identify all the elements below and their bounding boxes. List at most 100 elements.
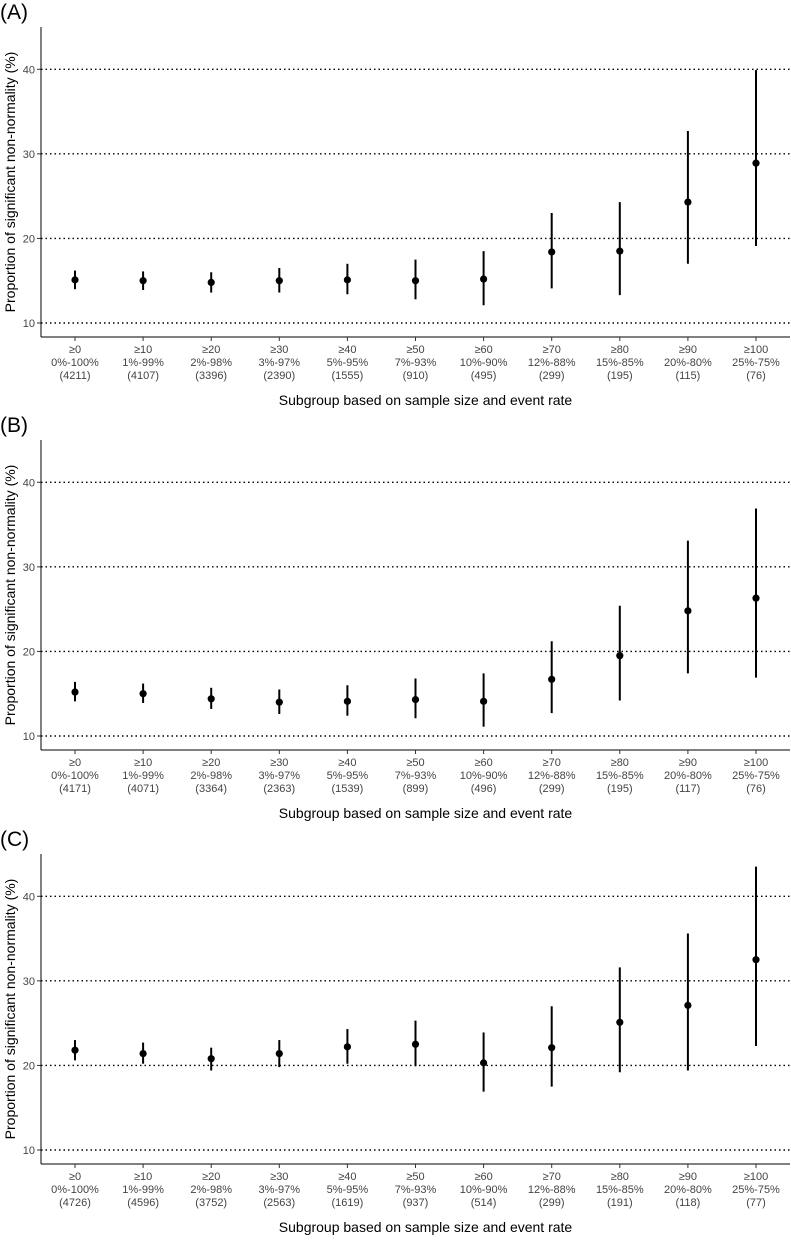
panel-3: (C) 10 20 30 40 Proportion of significant non… [0,828,790,1235]
y-tick-label: 10 [23,318,35,330]
x-tick-label-size: ≥100 [744,757,768,769]
x-tick-label-rate: 15%-85% [596,770,644,782]
x-tick-label-size: ≥80 [611,1171,629,1183]
data-point [71,1046,79,1054]
x-tick-label-count: (2363) [263,783,295,795]
x-tick-label-count: (4596) [127,1197,159,1209]
x-tick-label-rate: 3%-97% [259,357,301,369]
x-tick-label-rate: 10%-90% [460,770,508,782]
y-tick-label: 10 [23,731,35,743]
x-tick-label-size: ≥30 [270,1171,288,1183]
x-tick-label-count: (4107) [127,370,159,382]
data-point [343,1043,351,1051]
data-point [548,1044,556,1052]
x-tick-label-count: (3396) [195,370,227,382]
y-tick-label: 10 [23,1145,35,1157]
x-tick-label-count: (2390) [263,370,295,382]
data-point [616,652,624,660]
x-tick-label-count: (299) [539,1197,565,1209]
x-tick-label-count: (1619) [332,1197,364,1209]
y-tick-label: 20 [23,233,35,245]
data-point [343,276,351,284]
data-point [411,696,420,704]
data-point [752,594,760,602]
x-tick-label-count: (2563) [263,1197,295,1209]
x-tick-label-size: ≥80 [611,757,629,769]
data-point [480,697,488,705]
x-tick-label-rate: 12%-88% [528,357,576,369]
x-tick-label-size: ≥10 [134,757,152,769]
x-tick-label-count: (514) [471,1197,497,1209]
x-tick-label-rate: 0%-100% [51,357,99,369]
data-point [752,159,760,167]
x-tick-label-rate: 10%-90% [460,357,508,369]
data-point [411,1040,420,1048]
x-tick-label-count: (4726) [59,1197,91,1209]
data-point [71,276,79,284]
x-tick-label-count: (4171) [59,783,91,795]
data-point [343,697,351,705]
x-tick-label-size: ≥40 [338,757,356,769]
x-tick-label-count: (3364) [195,783,227,795]
x-tick-label-size: ≥20 [202,1171,220,1183]
x-tick-label-count: (77) [746,1197,766,1209]
x-tick-label-count: (195) [607,370,633,382]
panel-1: (A) 10 20 30 40 Proportion of significant non… [0,1,790,408]
x-tick-label-count: (191) [607,1197,633,1209]
data-point [139,690,147,698]
x-tick-label-rate: 2%-98% [190,1184,232,1196]
y-tick-label: 30 [23,562,35,574]
x-tick-label-rate: 3%-97% [259,1184,301,1196]
x-tick-label-rate: 5%-95% [327,770,369,782]
x-tick-label-size: ≥50 [406,344,424,356]
x-tick-label-size: ≥0 [69,1171,81,1183]
x-tick-label-size: ≥50 [406,1171,424,1183]
x-tick-label-count: (1555) [332,370,364,382]
panel-2: (B) 10 20 30 40 Proportion of significant non… [0,414,790,821]
data-point [480,1059,488,1067]
x-tick-label-rate: 10%-90% [460,1184,508,1196]
x-tick-label-size: ≥70 [543,1171,561,1183]
x-tick-label-rate: 20%-80% [664,1184,712,1196]
x-tick-label-size: ≥60 [474,1171,492,1183]
x-tick-label-count: (1539) [332,783,364,795]
x-tick-label-size: ≥100 [744,1171,768,1183]
x-tick-label-rate: 25%-75% [732,770,780,782]
x-tick-label-count: (299) [539,783,565,795]
x-tick-label-rate: 0%-100% [51,1184,99,1196]
panel-label: (A) [0,1,28,24]
x-tick-label-count: (76) [746,370,766,382]
y-tick-label: 30 [23,976,35,988]
x-tick-label-count: (496) [471,783,497,795]
x-tick-label-size: ≥80 [611,344,629,356]
x-tick-label-size: ≥40 [338,1171,356,1183]
x-tick-label-count: (195) [607,783,633,795]
y-axis-label: Proportion of significant non-normality … [2,465,18,726]
x-tick-label-rate: 25%-75% [732,357,780,369]
x-tick-label-count: (76) [746,783,766,795]
x-tick-label-rate: 20%-80% [664,770,712,782]
x-tick-label-count: (4071) [127,783,159,795]
x-tick-label-size: ≥90 [679,757,697,769]
y-axis-label: Proportion of significant non-normality … [2,52,18,313]
x-tick-label-rate: 2%-98% [190,770,232,782]
x-tick-label-rate: 7%-93% [395,770,437,782]
x-tick-label-size: ≥30 [270,344,288,356]
data-point [548,248,556,256]
data-point [684,1001,692,1009]
x-tick-label-rate: 1%-99% [122,1184,164,1196]
data-point [139,277,147,285]
x-tick-label-size: ≥20 [202,344,220,356]
x-tick-label-count: (910) [403,370,429,382]
x-tick-label-rate: 20%-80% [664,357,712,369]
x-tick-label-size: ≥10 [134,344,152,356]
y-axis-label: Proportion of significant non-normality … [2,879,18,1140]
data-point [207,1055,215,1063]
x-tick-label-rate: 12%-88% [528,770,576,782]
data-point [684,607,692,615]
y-tick-label: 40 [23,64,35,76]
x-tick-label-size: ≥60 [474,344,492,356]
data-point [411,277,420,285]
x-tick-label-count: (4211) [60,370,91,382]
